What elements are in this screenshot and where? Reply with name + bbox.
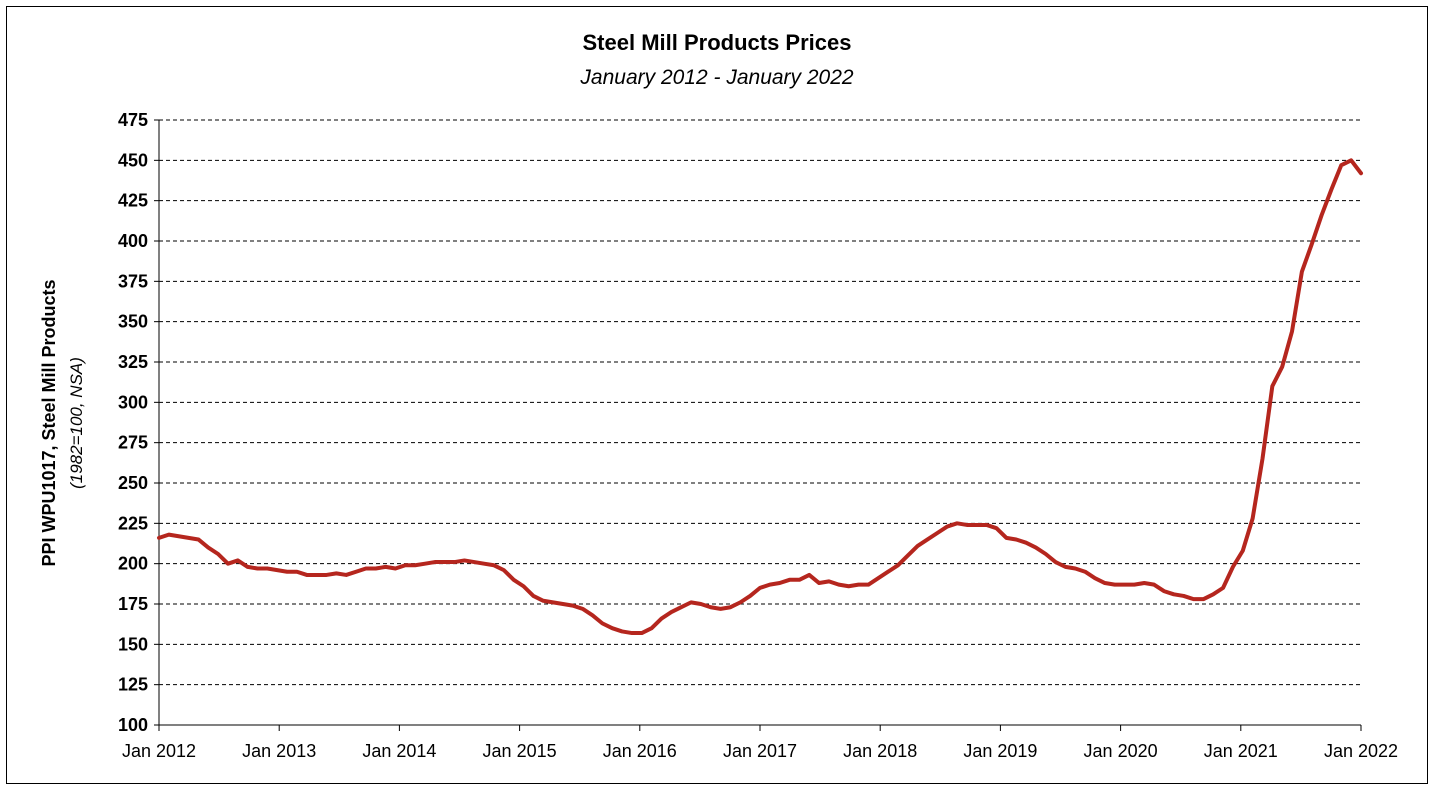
y-tick-label: 450 — [118, 150, 148, 170]
y-tick-label: 325 — [118, 352, 148, 372]
y-tick-label: 150 — [118, 634, 148, 654]
x-tick-label: Jan 2015 — [483, 741, 557, 761]
x-tick-label: Jan 2016 — [603, 741, 677, 761]
y-tick-label: 300 — [118, 392, 148, 412]
y-tick-label: 175 — [118, 594, 148, 614]
gridlines — [159, 119, 1361, 686]
y-tick-label: 225 — [118, 513, 148, 533]
x-axis-ticks: Jan 2012 Jan 2013 Jan 2014 Jan 2015 Jan 2016… — [122, 725, 1398, 761]
y-axis-label-note: (1982=100, NSA) — [67, 357, 86, 489]
y-tick-label: 375 — [118, 271, 148, 291]
x-tick-label: Jan 2018 — [843, 741, 917, 761]
y-tick-label: 125 — [118, 675, 148, 695]
y-tick-label: 350 — [118, 312, 148, 332]
x-tick-label: Jan 2013 — [242, 741, 316, 761]
y-tick-label: 100 — [118, 715, 148, 735]
x-tick-label: Jan 2019 — [963, 741, 1037, 761]
x-tick-label: Jan 2014 — [362, 741, 436, 761]
chart-subtitle: January 2012 - January 2022 — [579, 66, 854, 89]
x-tick-label: Jan 2020 — [1084, 741, 1158, 761]
chart-title: Steel Mill Products Prices — [583, 30, 852, 55]
x-tick-label: Jan 2017 — [723, 741, 797, 761]
y-axis-ticks: 100 125 150 175 200 225 250 275 300 325 350 375 400 4… — [118, 110, 159, 735]
chart-frame — [6, 6, 1428, 784]
y-tick-label: 250 — [118, 473, 148, 493]
y-tick-label: 400 — [118, 231, 148, 251]
series-line — [157, 158, 1363, 636]
x-tick-label: Jan 2021 — [1204, 741, 1278, 761]
y-tick-label: 200 — [118, 554, 148, 574]
y-axis-label: PPI WPU1017, Steel Mill Products — [39, 279, 59, 566]
x-tick-label: Jan 2012 — [122, 741, 196, 761]
x-tick-label: Jan 2022 — [1324, 741, 1398, 761]
y-tick-label: 275 — [118, 433, 148, 453]
y-tick-label: 475 — [118, 110, 148, 130]
y-tick-label: 425 — [118, 191, 148, 211]
